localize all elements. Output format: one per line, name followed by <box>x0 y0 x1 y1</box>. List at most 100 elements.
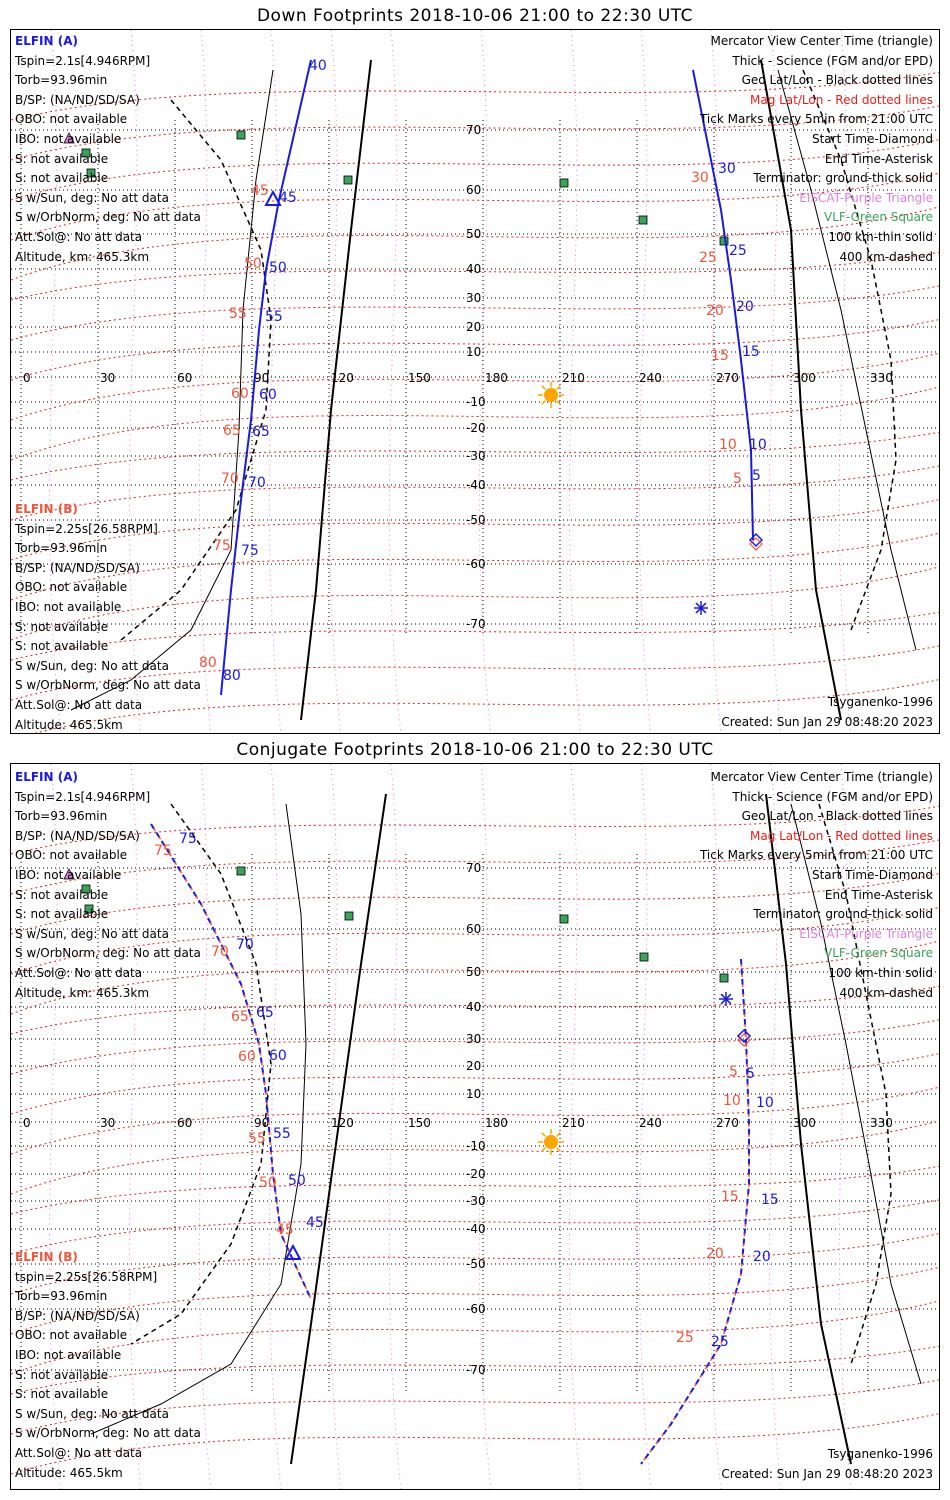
elfin-a-time-label: 50 <box>288 1173 306 1189</box>
elfin-b-time-label: 65 <box>231 1009 249 1025</box>
vlf-station-marker <box>638 215 648 225</box>
elfin-b-time-label: 80 <box>199 655 217 671</box>
vlf-station-marker <box>639 952 649 962</box>
vlf-station-marker <box>719 973 729 983</box>
legend-item: Terminator: ground-thick solid <box>753 171 933 186</box>
elfin-a-time-label: 25 <box>711 1334 729 1350</box>
footprint-400km-line <box>818 803 892 1365</box>
elfin-b-time-label: 55 <box>229 306 247 322</box>
sat-a-line: Torb=93.96min <box>15 809 108 824</box>
terminator-line <box>300 59 372 721</box>
mag-lon-line <box>388 30 402 733</box>
center-time-triangle <box>284 1243 302 1260</box>
sun-ray <box>541 385 546 390</box>
mag-lat-line <box>11 386 939 461</box>
mag-lat-line <box>11 431 939 481</box>
elfin-b-time-label: 15 <box>711 348 729 364</box>
mag-lat-line <box>11 105 939 161</box>
mag-lat-line <box>11 71 939 121</box>
elfin-a-track <box>220 59 312 696</box>
lon-tick-label: 30 <box>100 1116 115 1130</box>
elfin-b-time-label: 60 <box>238 1049 256 1065</box>
legend-item: Geo Lat/Lon - Black dotted lines <box>741 809 933 824</box>
sun-ray <box>541 1132 546 1137</box>
map-svg-down: 0306090120150180210240270300330360706050… <box>11 30 939 733</box>
elfin-a-time-label: 15 <box>742 344 760 360</box>
lon-tick-label: 30 <box>100 371 115 385</box>
sun-ray <box>541 400 546 405</box>
sat-a-line: Att.Sol@: No att data <box>15 229 143 244</box>
vlf-station-marker <box>343 175 353 185</box>
mag-lat-line <box>11 319 939 381</box>
lat-tick-label: 50 <box>466 965 481 979</box>
elfin-a-time-label: 55 <box>273 1126 291 1142</box>
elfin-b-time-label: 55 <box>248 1131 266 1147</box>
elfin-b-time-label: 50 <box>259 1175 277 1191</box>
vlf-station-marker <box>81 884 91 894</box>
elfin-a-time-label: 20 <box>736 299 754 315</box>
panel-title-conjugate: Conjugate Footprints 2018-10-06 21:00 to… <box>236 740 714 760</box>
legend-item: Tick Marks every 5min from 21:00 UTC <box>699 848 933 863</box>
sat-a-line: S w/OrbNorm, deg: No att data <box>15 946 201 961</box>
lat-tick-label: 60 <box>466 922 481 936</box>
lon-tick-label: 60 <box>177 371 192 385</box>
elfin-b-time-label: 65 <box>223 423 241 439</box>
sat-b-name: ELFIN (B) <box>15 1250 78 1264</box>
sat-a-line: B/SP: (NA/ND/SD/SA) <box>15 92 140 107</box>
lon-tick-label: 300 <box>793 1116 816 1130</box>
elfin-b-time-label: 15 <box>721 1189 739 1205</box>
legend-item: Tick Marks every 5min from 21:00 UTC <box>699 112 933 127</box>
mag-lat-line <box>11 1233 939 1295</box>
lat-tick-label: -10 <box>466 1139 486 1153</box>
elfin-a-time-label: 5 <box>752 468 761 484</box>
mag-lat-line <box>11 139 939 201</box>
mag-lat-line <box>11 645 939 701</box>
lat-tick-label: 20 <box>466 320 481 334</box>
legend: Mercator View Center Time (triangle) Thic… <box>700 768 933 1003</box>
sat-a-line: S: not available <box>15 171 109 186</box>
sun-ray <box>556 400 561 405</box>
lat-tick-label: 70 <box>466 123 481 137</box>
sat-b-line: Torb=93.96min <box>15 541 108 556</box>
sat-a-line: IBO: not available <box>15 131 122 146</box>
lat-tick-label: 70 <box>466 861 481 875</box>
legend-item: Thick - Science (FGM and/or EPD) <box>732 53 933 68</box>
lat-tick-label: 30 <box>466 291 481 305</box>
lat-tick-label: -30 <box>466 449 486 463</box>
mag-lon-line <box>198 30 212 733</box>
mag-lon-line <box>388 764 402 1489</box>
legend-item: Thick - Science (FGM and/or EPD) <box>732 789 933 804</box>
elfin-a-time-label: 15 <box>761 1192 779 1208</box>
sat-a-info: ELFIN (A) Tspin=2.1s[4.946RPM] Torb=93.9… <box>15 768 201 1003</box>
vlf-station-marker <box>86 168 96 178</box>
created-timestamp: Created: Sun Jan 29 08:48:20 2023 <box>721 1467 933 1481</box>
elfin-b-time-label: 45 <box>251 183 269 199</box>
vlf-station-marker <box>559 178 569 188</box>
sat-b-line: Att.Sol@: No att data <box>15 697 143 712</box>
sat-b-line: S w/OrbNorm, deg: No att data <box>15 678 201 693</box>
lon-tick-label: 330 <box>870 1116 893 1130</box>
lat-tick-label: 40 <box>466 262 481 276</box>
elfin-a-time-label: 70 <box>248 475 266 491</box>
sat-a-line: Altitude, km: 465.3km <box>15 985 150 1000</box>
elfin-b-time-label: 10 <box>723 1093 741 1109</box>
mag-lat-line <box>11 1266 939 1335</box>
mag-lat-line <box>11 940 939 1015</box>
start-time-diamond <box>748 532 764 548</box>
sat-b-line: S: not available <box>15 1367 109 1382</box>
sun-ray <box>541 1147 546 1152</box>
mag-lat-line <box>11 251 939 301</box>
legend-item: Start Time-Diamond <box>811 867 933 882</box>
footprint-100km-line <box>70 69 274 711</box>
lat-tick-label: -30 <box>466 1194 486 1208</box>
sat-b-line: tspin=2.25s[26.58RPM] <box>15 1269 158 1284</box>
lon-tick-label: 180 <box>485 371 508 385</box>
sat-a-line: S: not available <box>15 151 109 166</box>
lat-tick-label: 10 <box>466 1087 481 1101</box>
lon-tick-label: 210 <box>562 371 585 385</box>
lat-tick-label: -60 <box>466 557 486 571</box>
elfin-b-time-label: 5 <box>729 1064 738 1080</box>
sat-b-line: Att.Sol@: No att data <box>15 1445 143 1460</box>
sat-a-line: Tspin=2.1s[4.946RPM] <box>15 789 151 804</box>
legend-item: End Time-Asterisk <box>824 151 933 166</box>
